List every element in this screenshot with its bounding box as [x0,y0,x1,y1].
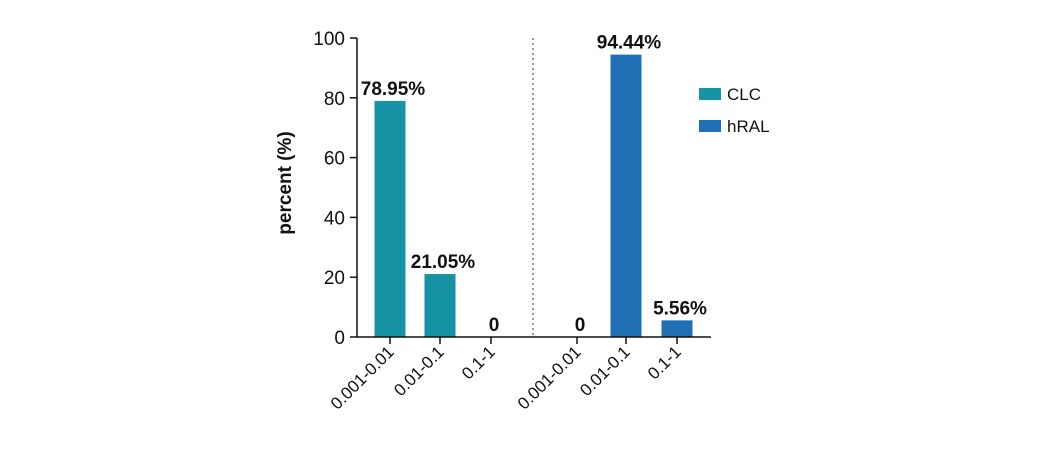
legend-swatch-clc [699,88,721,100]
y-axis-title: percent (%) [275,131,296,234]
legend-swatch-hral [699,120,721,132]
legend-label-clc: CLC [727,85,761,104]
bar-hral-2 [610,54,642,338]
y-tick-label: 20 [324,268,345,289]
x-category-label: 0.1-1 [644,342,685,383]
y-tick-label: 0 [334,328,345,349]
data-label: 0 [575,315,586,336]
bar-hral-3 [661,320,693,337]
data-label: 94.44% [597,33,662,54]
data-label: 0 [489,315,500,336]
bar-clc-2 [424,274,456,337]
data-label: 78.95% [361,79,426,100]
x-category-label: 0.001-0.01 [327,342,398,413]
data-label: 21.05% [411,252,476,273]
y-tick-label: 60 [324,149,345,170]
y-tick-label: 100 [313,29,345,50]
x-category-label: 0.1-1 [458,342,499,383]
x-category-label: 0.01-0.1 [390,342,448,400]
data-label: 5.56% [653,298,707,319]
y-tick-label: 80 [324,89,345,110]
y-axis: 0 20 40 60 80 100 [313,29,711,349]
x-category-label: 0.01-0.1 [576,342,634,400]
bars-layer [374,54,693,338]
bar-clc-1 [374,100,406,337]
y-tick-label: 40 [324,208,345,229]
legend-label-hral: hRAL [727,117,770,136]
legend: CLC hRAL [699,85,770,136]
x-category-label: 0.001-0.01 [514,342,585,413]
